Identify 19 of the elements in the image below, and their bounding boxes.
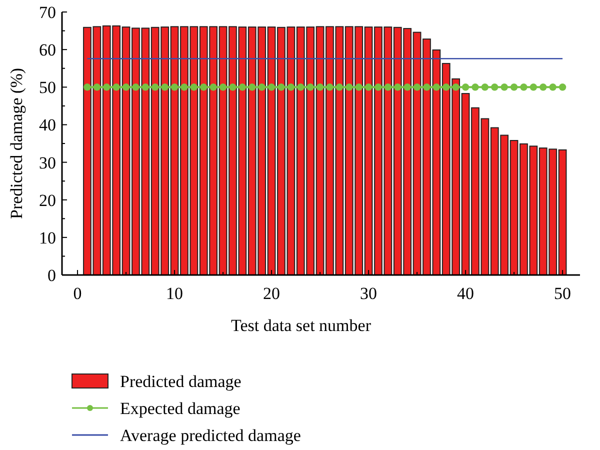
x-axis-title: Test data set number	[231, 316, 372, 335]
y-tick-label: 10	[39, 228, 56, 248]
x-tick-label: 30	[360, 284, 378, 303]
x-tick-label: 0	[73, 284, 82, 303]
y-tick-label: 60	[39, 40, 56, 60]
legend-label: Expected damage	[120, 399, 240, 418]
legend-label: Predicted damage	[120, 372, 242, 391]
x-tick-label: 40	[457, 284, 474, 303]
y-tick-label: 20	[39, 190, 56, 210]
x-tick-label: 50	[554, 284, 572, 303]
y-tick-label: 70	[39, 3, 56, 22]
y-tick-label: 50	[39, 78, 56, 98]
y-tick-label: 30	[39, 153, 56, 172]
y-axis-title: Predicted damage (%)	[7, 68, 26, 220]
y-tick-label: 0	[48, 266, 56, 285]
x-tick-label: 10	[166, 284, 184, 303]
y-tick-label: 40	[39, 116, 56, 135]
legend-label: Average predicted damage	[120, 426, 301, 445]
x-tick-label: 20	[263, 284, 280, 303]
